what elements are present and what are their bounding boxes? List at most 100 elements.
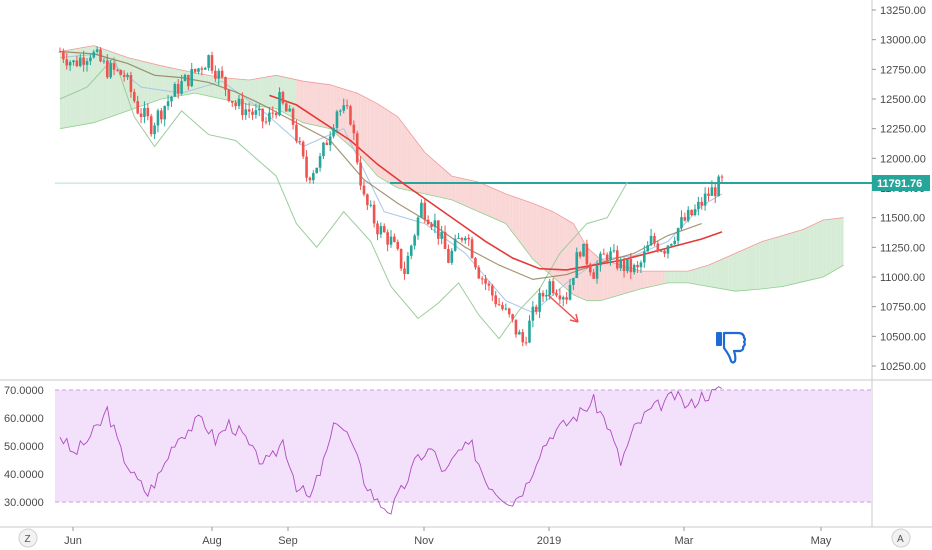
candle-body [436,220,440,239]
cloud-segment [299,80,304,123]
cloud-segment [705,265,709,287]
price-axis[interactable]: 13250.00 13000.00 12750.00 12500.00 12250.00… [872,5,926,373]
candle-body [403,268,406,274]
cloud-segment [451,176,456,202]
zoom-reset-button[interactable]: Z [18,528,38,548]
time-axis[interactable]: Jun Aug Sep Nov 2019 Mar May [64,527,832,547]
cloud-segment [833,218,837,272]
candle-body [450,250,454,263]
cloud-segment [316,82,321,127]
candle-body [217,70,221,79]
candle-body [720,176,724,178]
candle-body [683,217,687,221]
cloud-segment [674,271,679,283]
cloud-segment [141,60,145,107]
cloud-segment [367,98,371,169]
candle-body [295,124,298,142]
cloud-segment [617,264,621,296]
candle-body [166,101,170,107]
candle-body [251,111,254,115]
candle-body [649,235,653,246]
cloud-segment [816,221,820,279]
cloud-segment [769,238,773,289]
candle-body [237,98,241,107]
cloud-segment [667,271,672,283]
cloud-segment [384,108,388,183]
cloud-segment [786,233,790,286]
cloud-segment [377,103,381,179]
candle-body [653,235,656,244]
cloud-segment [678,271,682,283]
cloud-segment [512,196,516,237]
candle-body [362,185,366,195]
cloud-span-a [59,45,844,272]
candle-body [646,245,649,252]
rsi-indicator [55,386,872,515]
candle-body [224,77,227,90]
candle-body [565,297,568,300]
candle-body [632,264,636,273]
cloud-segment [90,45,94,124]
rsi-tick-label: 30.0000 [4,497,44,509]
cloud-segment [394,114,398,188]
candle-body [220,70,224,78]
cloud-segment [752,244,756,290]
candle-body [396,241,400,249]
cloud-segment [502,192,506,224]
candle-body [676,228,680,241]
candle-body [599,253,602,266]
cloud-segment [779,235,783,287]
auto-scale-button[interactable]: A [891,528,911,548]
cloud-segment [262,77,267,108]
cloud-segment [624,266,628,294]
cloud-segment [725,256,729,291]
cloud-segment [208,75,212,97]
candle-body [386,232,389,245]
cloud-segment [428,155,432,196]
cloud-segment [363,96,368,165]
rsi-tick-label: 70.0000 [4,385,44,397]
cloud-segment [478,182,483,214]
candle-body [254,110,258,115]
candle-body [102,60,106,62]
cloud-segment [137,59,142,108]
cloud-segment [404,125,408,191]
candle-body [183,74,187,82]
cloud-segment [688,270,692,284]
cloud-segment [627,267,631,293]
cloud-segment [749,245,753,291]
cloud-segment [536,204,540,266]
ichimoku-cloud [59,45,844,302]
candle-body [680,217,683,229]
cloud-segment [127,57,131,111]
candle-body [602,253,606,255]
cloud-segment [397,116,402,189]
candle-body [345,105,349,107]
rsi-axis[interactable]: 70.0000 60.0000 50.0000 40.0000 30.0000 [4,385,44,509]
cloud-segment [610,262,614,298]
candle-body [105,60,109,78]
candle-body [639,262,643,268]
cloud-segment [826,219,831,276]
thumbs-down-icon[interactable] [716,331,747,364]
cloud-segment [350,90,354,150]
candle-body [497,304,501,306]
candle-body [372,204,376,224]
cloud-segment [711,262,716,288]
cloud-segment [475,181,479,212]
candle-body [116,69,119,71]
cloud-segment [789,232,793,285]
candle-body [58,51,62,53]
cloud-segment [718,259,722,289]
candle-body [325,142,329,146]
cloud-segment [421,147,425,194]
cloud-segment [640,271,645,289]
candle-body [328,136,332,146]
cloud-segment [164,66,169,99]
cloud-segment [80,47,84,126]
cloud-segment [296,79,300,121]
candle-body [656,243,660,252]
cloud-segment [738,250,743,291]
candle-body [342,105,346,111]
